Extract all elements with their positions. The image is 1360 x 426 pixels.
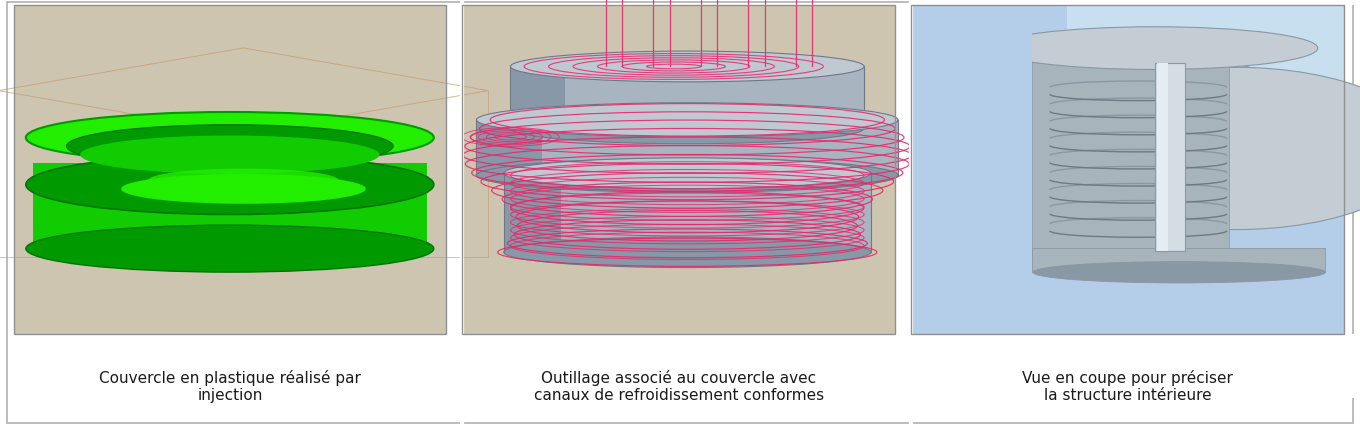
Ellipse shape <box>476 104 898 138</box>
Bar <box>14 6 446 334</box>
Ellipse shape <box>80 136 379 175</box>
Ellipse shape <box>121 175 366 204</box>
Text: Outillage associé au couvercle avec
canaux de refroidissement conformes: Outillage associé au couvercle avec cana… <box>533 369 824 402</box>
Text: Couvercle en plastique réalisé par
injection: Couvercle en plastique réalisé par injec… <box>99 369 360 402</box>
Bar <box>1032 58 1229 256</box>
Ellipse shape <box>26 226 434 273</box>
Bar <box>911 6 1344 334</box>
Ellipse shape <box>510 52 864 83</box>
Bar <box>503 174 560 253</box>
Bar <box>510 67 564 129</box>
Ellipse shape <box>26 113 434 164</box>
Ellipse shape <box>503 237 870 268</box>
Bar <box>911 6 1344 334</box>
Ellipse shape <box>503 158 870 189</box>
Ellipse shape <box>476 159 898 193</box>
Bar <box>462 6 895 334</box>
Bar <box>503 174 870 253</box>
Ellipse shape <box>510 114 864 144</box>
Bar <box>33 164 427 249</box>
Ellipse shape <box>1046 68 1360 230</box>
Bar <box>1155 64 1185 251</box>
Bar <box>14 6 446 334</box>
Bar <box>911 6 1032 334</box>
Ellipse shape <box>1034 262 1326 283</box>
Bar <box>911 6 1066 334</box>
Ellipse shape <box>67 126 393 168</box>
Bar <box>1157 64 1168 251</box>
Ellipse shape <box>26 155 434 215</box>
Text: Vue en coupe pour préciser
la structure intérieure: Vue en coupe pour préciser la structure … <box>1021 369 1234 402</box>
Bar <box>462 6 895 334</box>
Bar <box>476 121 898 176</box>
Bar <box>911 6 1344 170</box>
Bar <box>911 0 1360 6</box>
Bar <box>1032 248 1325 273</box>
Ellipse shape <box>991 28 1318 70</box>
Ellipse shape <box>148 169 339 193</box>
Bar <box>911 334 1360 398</box>
Bar <box>510 67 864 129</box>
Bar <box>476 121 541 176</box>
Ellipse shape <box>947 54 1322 184</box>
